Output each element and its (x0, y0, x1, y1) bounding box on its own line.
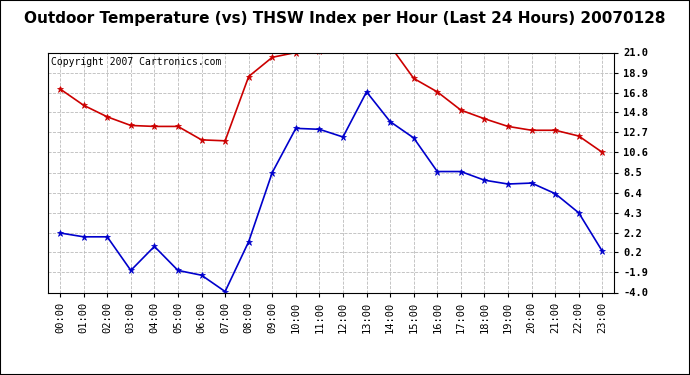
Text: Copyright 2007 Cartronics.com: Copyright 2007 Cartronics.com (51, 57, 221, 67)
Text: Outdoor Temperature (vs) THSW Index per Hour (Last 24 Hours) 20070128: Outdoor Temperature (vs) THSW Index per … (24, 11, 666, 26)
